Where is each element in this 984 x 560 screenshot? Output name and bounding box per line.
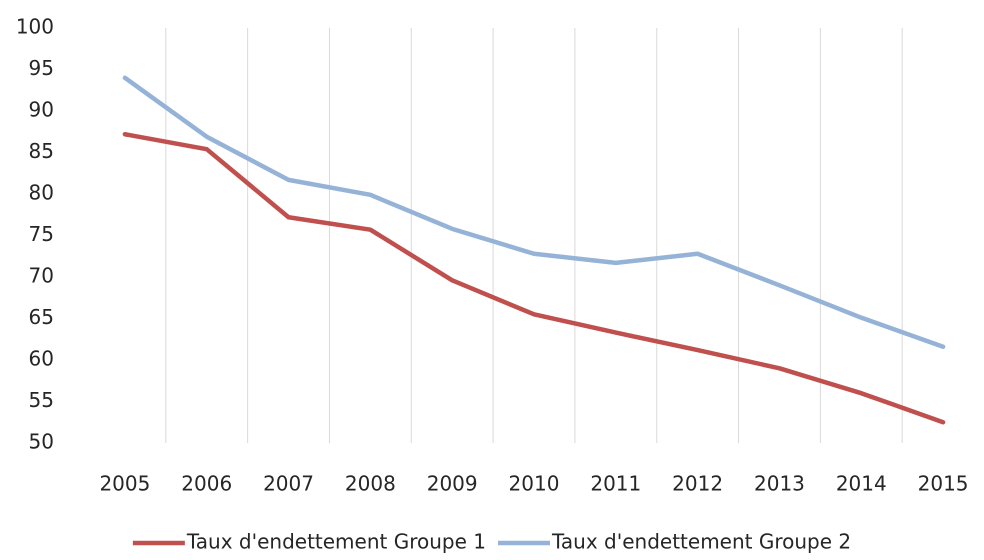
y-tick-label: 55 [29,388,54,412]
legend-label: Taux d'endettement Groupe 2 [551,530,851,554]
x-tick-label: 2015 [918,472,969,496]
y-tick-label: 65 [29,305,54,329]
y-tick-label: 85 [29,139,54,163]
x-tick-label: 2007 [263,472,314,496]
y-tick-label: 90 [29,98,54,122]
y-tick-label: 60 [29,347,54,371]
y-tick-label: 100 [16,15,54,39]
legend-label: Taux d'endettement Groupe 1 [186,530,486,554]
x-tick-label: 2012 [672,472,723,496]
x-tick-label: 2006 [181,472,232,496]
x-tick-label: 2011 [590,472,641,496]
y-tick-label: 50 [29,430,54,454]
x-tick-label: 2005 [99,472,150,496]
x-tick-label: 2014 [836,472,887,496]
x-tick-label: 2008 [345,472,396,496]
series-line [122,131,946,425]
series-line [122,75,946,349]
y-tick-label: 95 [29,56,54,80]
y-tick-label: 75 [29,222,54,246]
y-tick-label: 80 [29,181,54,205]
x-tick-label: 2013 [754,472,805,496]
x-tick-label: 2010 [509,472,560,496]
y-tick-label: 70 [29,264,54,288]
x-tick-label: 2009 [427,472,478,496]
